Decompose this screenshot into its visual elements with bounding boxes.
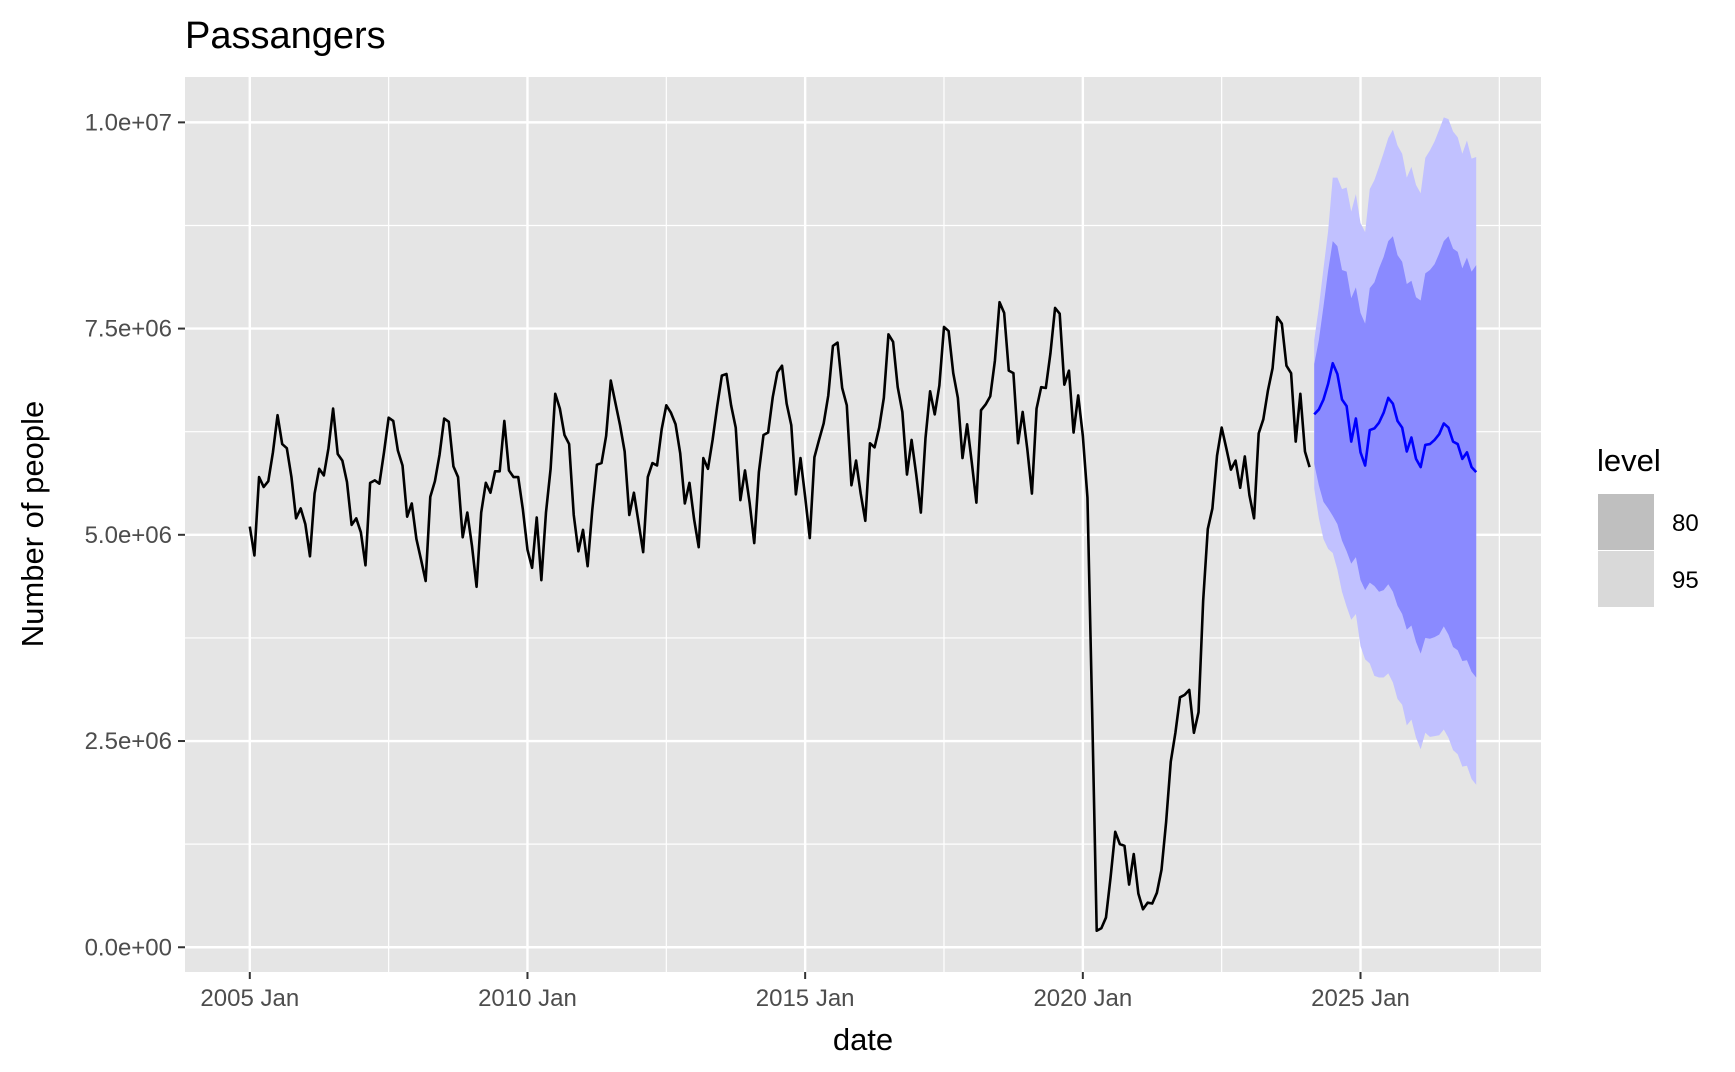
legend-label-95: 95: [1672, 567, 1699, 594]
x-tick-label: 2005 Jan: [200, 985, 299, 1012]
x-axis-title: date: [833, 1022, 893, 1057]
y-tick-label: 5.0e+06: [85, 522, 172, 549]
x-tick-label: 2025 Jan: [1311, 985, 1410, 1012]
y-tick-label: 0.0e+00: [85, 934, 172, 961]
y-axis: 0.0e+00 2.5e+06 5.0e+06 7.5e+06 1.0e+07: [85, 109, 185, 961]
legend-key-80: [1598, 494, 1654, 550]
x-tick-label: 2015 Jan: [756, 985, 855, 1012]
y-tick-label: 2.5e+06: [85, 728, 172, 755]
x-axis: 2005 Jan 2010 Jan 2015 Jan 2020 Jan 2025 Jan: [200, 972, 1410, 1012]
forecast-band-80: [1314, 236, 1477, 678]
legend: level 80 95: [1597, 443, 1699, 607]
observed-series-line: [248, 300, 1311, 933]
x-tick-label: 2020 Jan: [1033, 985, 1132, 1012]
x-tick-label: 2010 Jan: [478, 985, 577, 1012]
plot-panel: [185, 77, 1541, 972]
chart-title: Passangers: [185, 15, 386, 57]
y-tick-label: 1.0e+07: [85, 109, 172, 136]
forecast-series-line: [1313, 361, 1478, 474]
major-gridlines: [185, 77, 1541, 972]
y-axis-title: Number of people: [15, 401, 50, 647]
legend-key-95: [1598, 551, 1654, 607]
minor-gridlines: [185, 77, 1541, 972]
y-tick-label: 7.5e+06: [85, 316, 172, 343]
legend-label-80: 80: [1672, 510, 1699, 537]
legend-title: level: [1597, 443, 1661, 478]
